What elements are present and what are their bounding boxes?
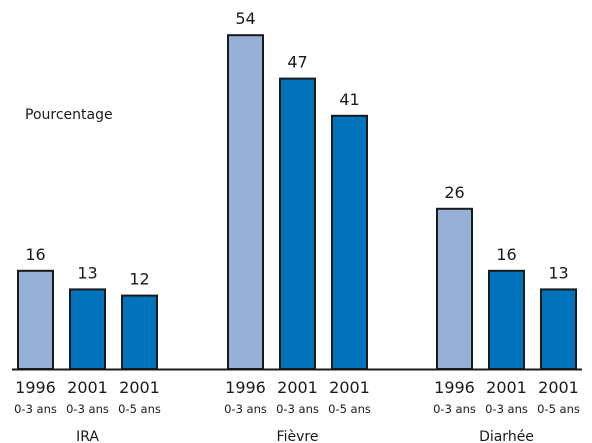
bar-value-label: 16	[25, 245, 45, 264]
bar-value-label: 41	[339, 90, 359, 109]
bar	[488, 269, 525, 370]
group-label: Diarhée	[479, 429, 534, 443]
x-tick-age: 0-5 ans	[118, 402, 161, 416]
x-tick-year: 1996	[225, 378, 266, 397]
bar-value-label: 16	[496, 245, 516, 264]
bar	[436, 207, 473, 370]
bar-value-label: 13	[548, 263, 568, 282]
bar-value-label: 54	[235, 9, 255, 28]
x-tick-year: 2001	[67, 378, 108, 397]
x-tick-year: 2001	[538, 378, 579, 397]
bar-value-label: 13	[77, 263, 97, 282]
x-tick-age: 0-3 ans	[14, 402, 57, 416]
group-label: Fièvre	[277, 429, 319, 443]
bar	[540, 288, 577, 370]
x-tick-age: 0-5 ans	[328, 402, 371, 416]
x-tick-age: 0-3 ans	[224, 402, 267, 416]
bar	[121, 294, 158, 371]
bar-value-label: 12	[129, 270, 149, 289]
bar	[331, 114, 368, 370]
x-tick-year: 2001	[119, 378, 160, 397]
bar	[279, 77, 316, 370]
x-tick-year: 1996	[434, 378, 475, 397]
x-tick-age: 0-3 ans	[276, 402, 319, 416]
x-tick-age: 0-5 ans	[537, 402, 580, 416]
y-axis-label: Pourcentage	[25, 107, 113, 123]
x-tick-age: 0-3 ans	[66, 402, 109, 416]
group-label: IRA	[76, 429, 99, 443]
bar	[227, 34, 264, 370]
bar-value-label: 26	[444, 183, 464, 202]
x-tick-year: 2001	[329, 378, 370, 397]
x-tick-year: 2001	[486, 378, 527, 397]
bar-value-label: 47	[287, 53, 307, 72]
bar	[69, 288, 106, 370]
x-tick-year: 2001	[277, 378, 318, 397]
x-tick-age: 0-3 ans	[485, 402, 528, 416]
labels-layer: 16 1996 0-3 ans 13 2001 0-3 ans 12 2001 0-5 ans I…	[14, 9, 580, 443]
bar	[17, 269, 54, 370]
x-tick-year: 1996	[15, 378, 56, 397]
bars-layer	[17, 34, 577, 371]
x-tick-age: 0-3 ans	[433, 402, 476, 416]
